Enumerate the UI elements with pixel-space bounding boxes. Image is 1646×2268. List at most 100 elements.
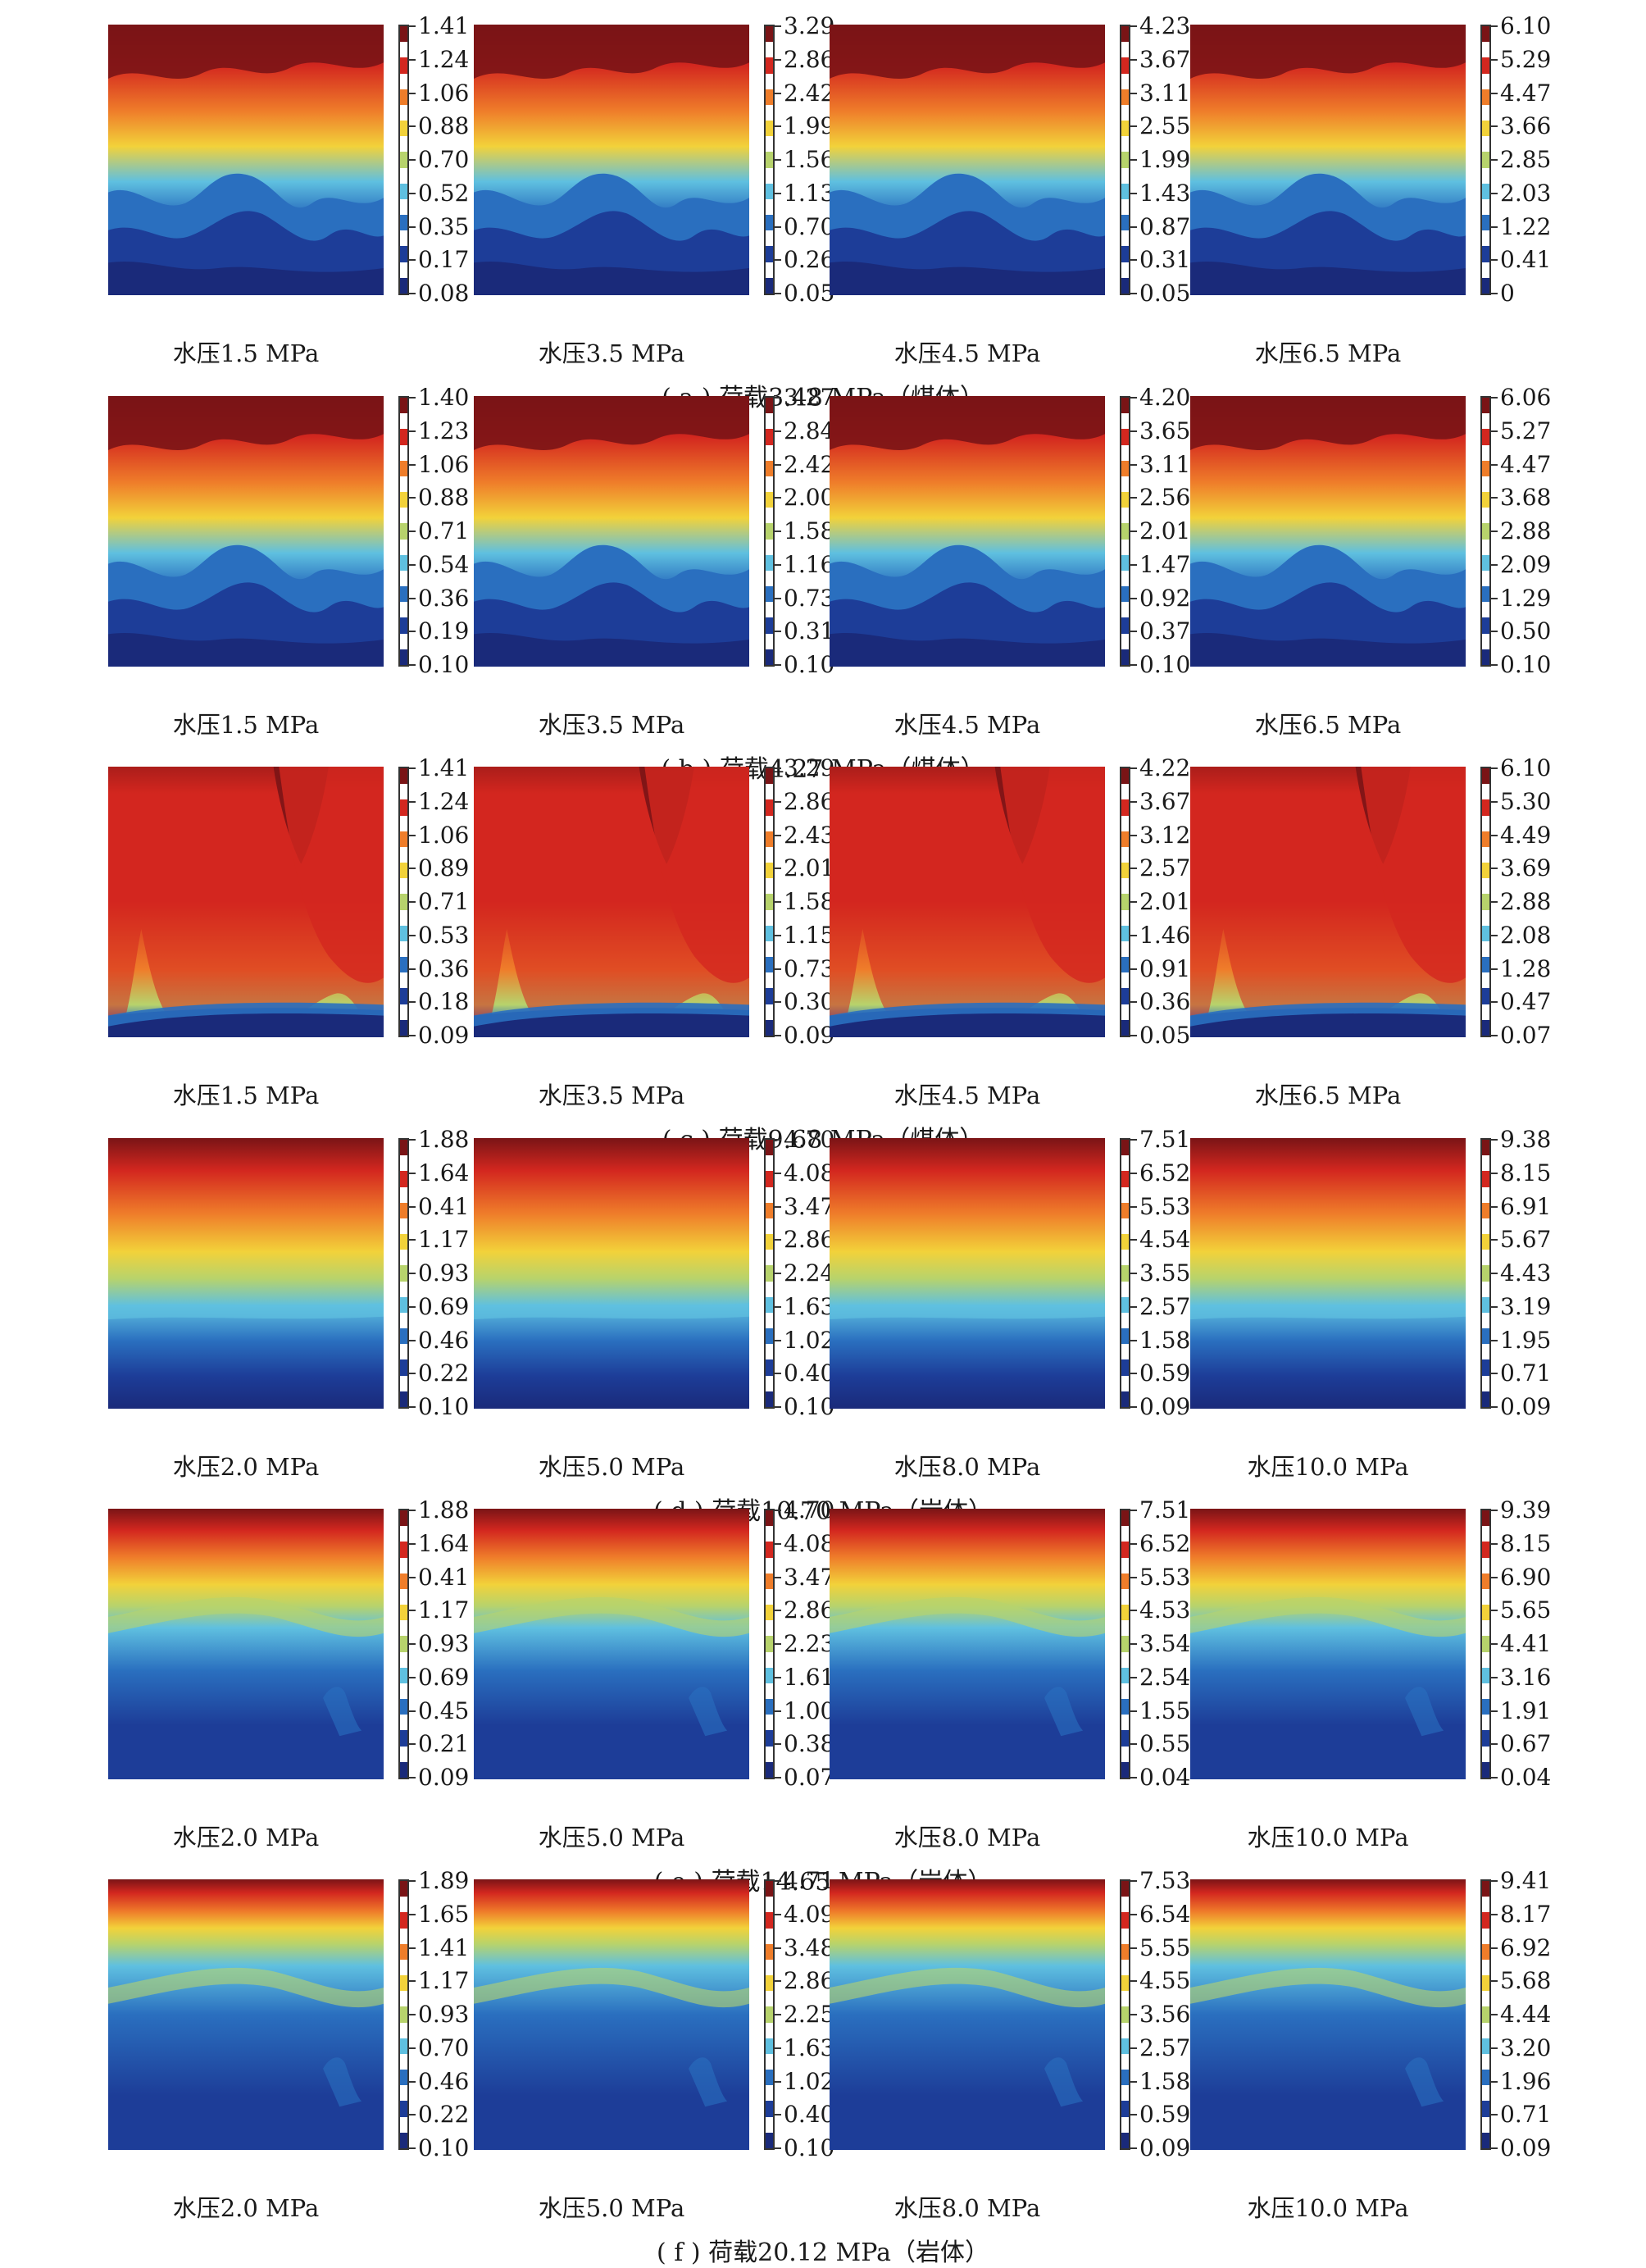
- colorbar-segment: [400, 909, 407, 926]
- colorbar-segment: [1482, 617, 1489, 634]
- colorbar-tick-mark: [775, 531, 781, 532]
- colorbar-tick-mark: [775, 259, 781, 262]
- colorbar-segment: [1121, 1234, 1129, 1250]
- colorbar-segment: [400, 413, 407, 430]
- colorbar-segment: [400, 570, 407, 587]
- panel-label: 水压3.5 MPa: [538, 711, 685, 739]
- colorbar-segment: [400, 2132, 407, 2148]
- colorbar-tick-mark: [409, 25, 416, 27]
- colorbar-tick-mark: [409, 1239, 416, 1241]
- colorbar-tick-label: 2.85: [1500, 146, 1552, 173]
- colorbar-segment: [400, 1588, 407, 1605]
- colorbar: [1120, 1138, 1130, 1409]
- colorbar-segment: [1482, 167, 1489, 184]
- colorbar: [1120, 1509, 1130, 1779]
- colorbar-tick-mark: [775, 2114, 781, 2116]
- right-field: [1361, 767, 1466, 983]
- colorbar-tick-label: 4.71: [784, 1867, 835, 1894]
- colorbar-tick-mark: [1491, 968, 1498, 970]
- colorbar-tick-label: 0.09: [1500, 1393, 1552, 1420]
- colorbar-tick-mark: [1491, 767, 1498, 769]
- colorbar-tick-label: 0.04: [1500, 1764, 1552, 1791]
- colorbar-segment: [1121, 1881, 1129, 1897]
- colorbar-segment: [1482, 784, 1489, 800]
- colorbar-segment: [1482, 1510, 1489, 1527]
- panel-label: 水压2.0 MPa: [172, 2194, 320, 2222]
- colorbar-segment: [1482, 1186, 1489, 1203]
- colorbar-tick-label: 0.71: [1500, 1359, 1552, 1387]
- colorbar-tick-label: 3.68: [1500, 484, 1552, 512]
- colorbar-segment: [400, 1573, 407, 1589]
- colorbar-tick-mark: [1130, 463, 1137, 466]
- colorbar-segment: [400, 1651, 407, 1668]
- colorbar-segment: [1121, 230, 1129, 247]
- colorbar-tick-label: 1.00: [784, 1696, 835, 1724]
- colorbar-segment: [400, 2116, 407, 2133]
- colorbar-segment: [1121, 1155, 1129, 1172]
- colorbar-tick-label: 0.70: [784, 212, 835, 240]
- colorbar-tick-mark: [409, 1205, 416, 1208]
- colorbar-segment: [766, 1912, 773, 1929]
- colorbar-segment: [400, 940, 407, 958]
- colorbar-segment: [1482, 1746, 1489, 1762]
- colorbar-segment: [1121, 1943, 1129, 1960]
- right-field: [279, 767, 384, 983]
- colorbar-tick-mark: [409, 800, 416, 803]
- panel-label: 水压8.0 MPa: [893, 1453, 1041, 1481]
- contour-map: [1190, 1509, 1466, 1779]
- colorbar-segment: [400, 1605, 407, 1621]
- colorbar-segment: [400, 894, 407, 910]
- colorbar-tick-label: 0.31: [1139, 246, 1191, 274]
- colorbar-segment: [1482, 398, 1489, 414]
- colorbar-tick-label: 3.20: [1500, 2033, 1552, 2061]
- colorbar-segment: [400, 26, 407, 43]
- colorbar-tick-label: 2.01: [1139, 888, 1191, 915]
- colorbar-tick-label: 0.10: [784, 651, 835, 678]
- colorbar-segment: [1482, 1897, 1489, 1913]
- colorbar-segment: [1482, 1019, 1489, 1036]
- colorbar-segment: [1482, 1265, 1489, 1282]
- colorbar-segment: [1121, 492, 1129, 508]
- base-zone: [1190, 633, 1466, 667]
- colorbar-segment: [1121, 1265, 1129, 1282]
- colorbar-segment: [766, 429, 773, 445]
- colorbar-tick-mark: [1130, 1913, 1137, 1915]
- colorbar-segment: [1121, 2085, 1129, 2102]
- colorbar-tick-mark: [1491, 1205, 1498, 1208]
- base-zone: [830, 262, 1105, 295]
- colorbar-segment: [1121, 460, 1129, 476]
- colorbar-tick-mark: [775, 1643, 781, 1645]
- panel-label: 水压10.0 MPa: [1247, 1824, 1409, 1851]
- colorbar-segment: [1482, 1912, 1489, 1929]
- colorbar-segment: [1482, 183, 1489, 199]
- colorbar-segment: [400, 554, 407, 571]
- colorbar-segment: [766, 649, 773, 665]
- colorbar-segment: [400, 1140, 407, 1156]
- colorbar-tick-label: 6.06: [1500, 384, 1552, 411]
- colorbar-segment: [766, 476, 773, 493]
- panel-label: 水压10.0 MPa: [1247, 1453, 1409, 1481]
- colorbar-segment: [400, 1218, 407, 1235]
- colorbar-tick-label: 0.09: [784, 1022, 835, 1049]
- colorbar-tick-label: 2.24: [784, 1259, 835, 1287]
- contour-map: [474, 1138, 749, 1409]
- colorbar-tick-mark: [1491, 1576, 1498, 1578]
- colorbar-tick-mark: [409, 259, 416, 262]
- colorbar-segment: [400, 1912, 407, 1929]
- colorbar-segment: [766, 846, 773, 863]
- colorbar-tick-label: 4.49: [1500, 821, 1552, 849]
- colorbar-segment: [766, 1155, 773, 1172]
- colorbar-segment: [766, 1667, 773, 1683]
- colorbar-segment: [1482, 1991, 1489, 2007]
- contour-map: [1190, 25, 1466, 295]
- colorbar-tick-label: 2.03: [1500, 179, 1552, 207]
- colorbar-segment: [766, 1761, 773, 1778]
- colorbar-segment: [1482, 2053, 1489, 2070]
- colorbar-segment: [400, 1761, 407, 1778]
- contour-map: [1190, 396, 1466, 667]
- colorbar-tick-label: 1.13: [784, 179, 835, 207]
- colorbar-segment: [1482, 1296, 1489, 1313]
- colorbar-tick-mark: [1130, 92, 1137, 94]
- colorbar-tick-label: 0.10: [1139, 651, 1191, 678]
- colorbar-tick-label: 3.66: [1500, 112, 1552, 140]
